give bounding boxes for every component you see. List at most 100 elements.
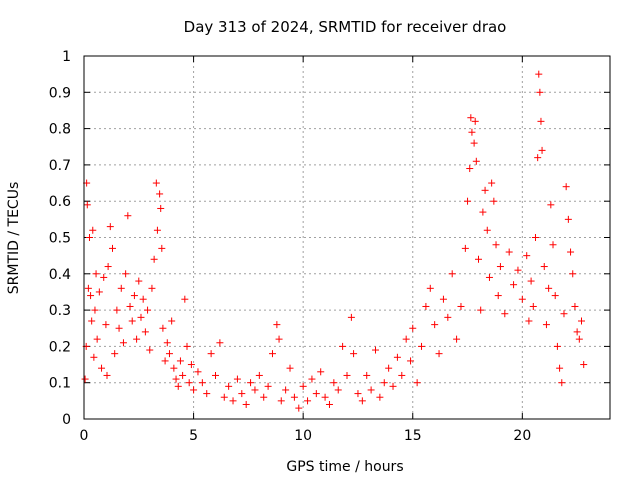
data-point — [87, 292, 95, 300]
data-point — [304, 397, 312, 405]
data-point — [98, 364, 106, 372]
data-point — [133, 335, 141, 343]
data-point — [106, 223, 114, 231]
data-point — [407, 357, 415, 365]
data-point — [264, 382, 272, 390]
data-point — [569, 270, 577, 278]
data-point — [91, 306, 99, 314]
data-point — [475, 255, 482, 263]
data-point — [308, 375, 316, 383]
data-point — [203, 390, 211, 398]
x-tick-label: 5 — [189, 428, 198, 444]
data-point — [83, 201, 91, 209]
data-point — [477, 306, 485, 314]
data-point — [448, 270, 456, 278]
data-point — [535, 70, 543, 78]
y-tick-label: 0.6 — [49, 194, 71, 210]
data-point — [286, 364, 294, 372]
data-point — [146, 346, 154, 354]
data-point — [567, 248, 575, 256]
data-point — [238, 390, 246, 398]
y-tick-label: 0.3 — [49, 303, 71, 319]
data-point — [418, 342, 426, 350]
data-point — [148, 284, 156, 292]
data-point — [251, 386, 259, 394]
x-tick-label: 0 — [80, 428, 89, 444]
data-point — [537, 117, 545, 125]
data-point — [216, 339, 224, 347]
data-point — [268, 350, 276, 358]
data-point — [334, 386, 342, 394]
data-point — [282, 386, 290, 394]
x-tick-label: 20 — [513, 428, 531, 444]
data-point — [181, 295, 189, 303]
axes: 0 5 10 15 20 0 0.1 0.2 0.3 0.4 0.5 0.6 0.7 0.8 0.9 1 — [49, 49, 610, 444]
data-point — [523, 252, 531, 260]
data-point — [158, 244, 166, 252]
data-point — [578, 317, 586, 325]
data-point — [135, 277, 143, 285]
data-point — [190, 386, 198, 394]
data-point — [165, 350, 173, 358]
data-point — [371, 346, 379, 354]
data-point — [426, 284, 434, 292]
data-point — [385, 364, 393, 372]
data-point — [393, 353, 401, 361]
data-point — [111, 350, 119, 358]
x-axis-label: GPS time / hours — [286, 459, 403, 475]
data-point — [247, 379, 255, 387]
data-point — [124, 212, 132, 220]
data-point — [479, 208, 487, 216]
data-point — [172, 375, 180, 383]
data-point — [225, 382, 233, 390]
data-point — [95, 288, 103, 296]
data-point — [549, 241, 557, 249]
data-point — [179, 371, 187, 379]
data-point — [529, 302, 537, 310]
plot-frame — [83, 55, 611, 420]
y-tick-label: 0.2 — [49, 339, 71, 355]
data-point — [168, 317, 176, 325]
grid-lines — [84, 56, 610, 419]
data-point — [104, 263, 112, 271]
data-point — [295, 404, 303, 412]
data-point — [183, 342, 191, 350]
data-point — [156, 190, 164, 198]
data-point — [117, 284, 125, 292]
data-point — [380, 379, 388, 387]
data-point — [444, 313, 452, 321]
data-point — [88, 317, 96, 325]
data-point — [510, 281, 518, 289]
data-point — [363, 371, 371, 379]
data-point — [260, 393, 268, 401]
data-point — [488, 179, 496, 187]
data-point — [457, 302, 465, 310]
data-point — [453, 335, 461, 343]
data-point — [354, 390, 362, 398]
y-tick-label: 0.9 — [49, 85, 71, 101]
data-point — [466, 165, 474, 173]
data-point — [163, 339, 171, 347]
data-point — [157, 204, 165, 212]
data-point — [490, 197, 498, 205]
y-tick-label: 0.4 — [49, 267, 71, 283]
data-point — [571, 302, 579, 310]
data-point — [494, 292, 502, 300]
data-point — [89, 226, 97, 234]
data-point — [198, 379, 206, 387]
data-point — [470, 139, 478, 147]
data-point — [325, 400, 333, 408]
data-point — [367, 386, 375, 394]
data-point — [242, 400, 250, 408]
data-point — [126, 302, 134, 310]
data-point — [492, 241, 500, 249]
data-point — [85, 234, 93, 241]
y-tick-label: 1 — [62, 49, 71, 65]
data-point — [317, 368, 325, 376]
data-point — [468, 128, 476, 136]
data-point — [435, 350, 443, 358]
x-tick-label: 10 — [294, 428, 312, 444]
data-point — [100, 273, 108, 281]
data-point — [542, 321, 550, 329]
data-point — [347, 313, 355, 321]
